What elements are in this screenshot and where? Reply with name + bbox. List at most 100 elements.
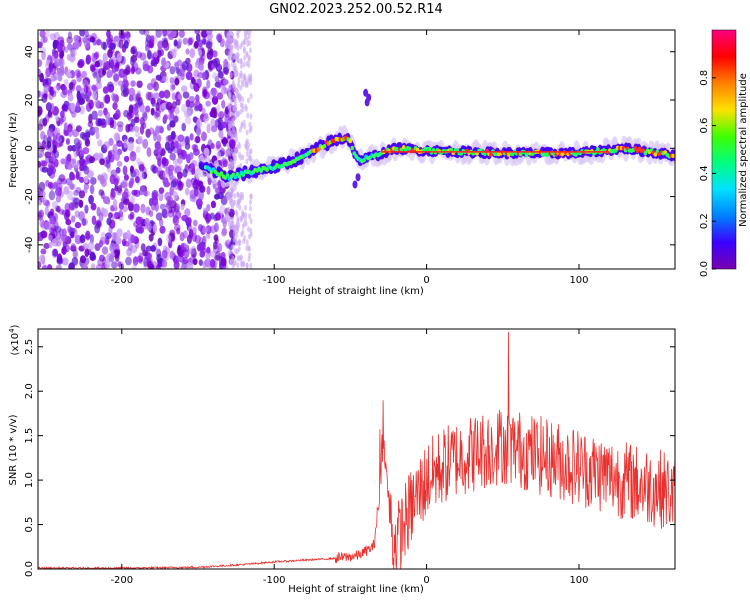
spectrogram-noise-cell <box>157 237 163 247</box>
spectrogram-noise-cell <box>45 102 52 112</box>
spectrogram-noise-cell <box>86 170 94 179</box>
spectrogram-noise-cell <box>198 62 204 71</box>
spectrogram-noise-cell <box>171 92 177 101</box>
spectrogram-noise-cell <box>140 185 146 195</box>
spectrogram-noise-cell <box>203 147 210 156</box>
spectrogram-noise-cell <box>191 78 197 85</box>
spectrogram-noise-cell <box>189 48 196 59</box>
spectrogram-noise-cell <box>227 249 231 256</box>
spectrogram-noise-cell <box>171 84 176 91</box>
spectrogram-noise-cell <box>172 49 177 59</box>
spectrogram-noise-cell <box>82 242 89 250</box>
spectrogram-noise-cell <box>194 30 201 35</box>
spectrogram-noise-cell <box>75 125 82 132</box>
spectrogram-noise-cell <box>131 189 138 196</box>
spectrogram-noise-cell <box>248 213 252 220</box>
spectrogram-noise-cell <box>245 30 249 36</box>
spectrogram-noise-cell <box>76 90 81 101</box>
spectrogram-noise-cell <box>92 126 100 133</box>
spectrogram-noise-cell <box>70 243 77 251</box>
spectrogram-noise-cell <box>214 193 220 200</box>
colorbar-ticks: 0.0 0.2 0.4 0.6 0.8 <box>699 70 716 277</box>
spectrogram-noise-cell <box>64 209 71 218</box>
spectrogram-noise-cell <box>53 52 59 60</box>
spectrogram-noise-cell <box>61 103 67 111</box>
spectrogram-noise-cell <box>192 226 197 235</box>
spectrogram-noise-cell <box>109 42 116 50</box>
spectrogram-noise-cell <box>130 80 136 87</box>
spectrogram-noise-cell <box>249 262 253 269</box>
spectrogram-noise-cell <box>241 213 245 220</box>
spectrogram-noise-cell <box>242 61 246 68</box>
spectrogram-noise-cell <box>178 250 185 258</box>
spectrogram-noise-cell <box>193 144 199 153</box>
spectrogram-noise-cell <box>213 57 221 68</box>
snr-x-tick-label: 0 <box>423 575 429 586</box>
spectrogram-noise-cell <box>235 40 239 47</box>
spectrogram-noise-cell <box>182 256 189 265</box>
spectrogram-noise-cell <box>227 30 231 37</box>
spectrogram-noise-cell <box>67 225 72 233</box>
spectrogram-noise-cell <box>209 110 215 118</box>
spectrogram-noise-cell <box>118 201 125 210</box>
spectrogram-noise-cell <box>109 174 116 185</box>
spectrogram-noise-cell <box>135 146 141 153</box>
spectrogram-noise-cell <box>222 66 229 74</box>
spectrogram-noise-cell <box>185 48 190 55</box>
spectrogram-noise-cell <box>155 125 160 136</box>
snr-y-tick-label: 2.0 <box>24 383 35 399</box>
spectrogram-noise-cell <box>174 77 180 86</box>
spectrogram-noise-cell <box>53 58 61 68</box>
spectrogram-noise-cell <box>105 197 111 205</box>
spectrogram-noise-cell <box>147 65 154 74</box>
spectrogram-noise-cell <box>221 121 228 129</box>
spectrogram-noise-cell <box>188 228 194 239</box>
spectrogram-noise-cell <box>178 30 185 38</box>
spectrogram-noise-cell <box>174 61 179 68</box>
spectrogram-noise-cell <box>173 39 178 47</box>
spectrogram-noise-cell <box>249 218 253 225</box>
spectrogram-noise-cell <box>236 262 240 269</box>
snr-y-label: SNR (10 * v/v) <box>8 414 19 485</box>
spectrogram-noise-cell <box>188 248 196 255</box>
spectrogram-noise-cell <box>101 41 107 50</box>
spectrogram-noise-cell <box>140 203 146 214</box>
spectrogram-noise-cell <box>206 204 211 212</box>
spectrogram-noise-cell <box>117 80 124 87</box>
spectrogram-noise-cell <box>216 242 223 253</box>
spectrogram-noise-cell <box>228 91 232 98</box>
spectrogram-noise-cell <box>49 86 55 96</box>
spectrogram-noise-cell <box>190 162 195 171</box>
spectrogram-noise-cell <box>248 199 252 206</box>
spectrogram-noise-cell <box>206 246 211 254</box>
spectrogram-noise-cell <box>184 142 191 150</box>
spectrogram-noise-cell <box>117 261 122 268</box>
spectrogram-noise-cell <box>74 221 82 229</box>
spectrogram-noise-cell <box>195 33 201 42</box>
spectrogram-noise-cell <box>110 251 116 258</box>
spectrogram-x-tick-label: 100 <box>569 275 588 286</box>
spectrogram-noise-cell <box>235 148 239 155</box>
spectrogram-noise-cell <box>58 68 65 77</box>
spectrogram-noise-cell <box>129 151 137 162</box>
spectrogram-noise-cell <box>188 37 193 46</box>
spectrogram-noise-cell <box>101 246 109 255</box>
spectrogram-noise-cell <box>61 228 67 237</box>
spectrogram-noise-cell <box>52 39 58 49</box>
spectrogram-noise-cell <box>219 204 226 215</box>
spectrogram-noise-cell <box>192 219 198 227</box>
spectrogram-noise-cell <box>40 230 48 239</box>
spectrogram-noise-cell <box>45 30 50 38</box>
spectrogram-noise-cell <box>161 249 168 259</box>
spectrogram-noise-cell <box>154 107 161 118</box>
spectrogram-noise-cell <box>169 66 176 75</box>
spectrogram-noise-cell <box>125 123 131 133</box>
spectrogram-x-label: Height of straight line (km) <box>288 286 424 297</box>
spectrogram-noise-cell <box>74 234 82 245</box>
spectrogram-ridge-core <box>352 151 357 156</box>
spectrogram-noise-cell <box>122 75 128 83</box>
snr-x-tick-label: -200 <box>110 575 133 586</box>
spectrogram-noise-cell <box>207 47 213 56</box>
spectrogram-noise-cell <box>145 34 152 43</box>
spectrogram-noise-cell <box>239 108 243 115</box>
